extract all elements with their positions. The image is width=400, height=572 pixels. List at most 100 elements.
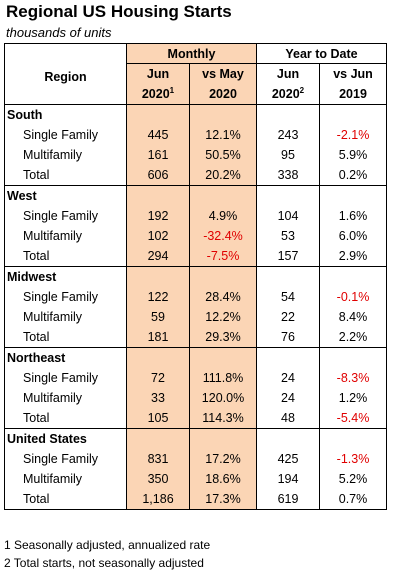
ytd-vs-jun-value: 6.0%	[319, 226, 387, 246]
table-row: Multifamily 59 12.2% 22 8.4%	[4, 307, 387, 327]
section-jun-cell	[126, 185, 190, 206]
monthly-jun-value: 33	[126, 388, 190, 408]
monthly-vs-may-value: 17.3%	[189, 489, 257, 510]
row-label: Total	[4, 165, 127, 186]
footnote-marker-1: 1	[169, 85, 175, 95]
row-label: Single Family	[4, 368, 127, 388]
section-jun-cell	[126, 104, 190, 125]
monthly-vs-may-value: 17.2%	[189, 449, 257, 469]
section-row: Midwest	[4, 266, 387, 287]
footnote-marker-2: 2	[299, 85, 305, 95]
ytd-jun-value: 104	[256, 206, 320, 226]
monthly-vs-may-value: 29.3%	[189, 327, 257, 348]
monthly-vs-may-value: 18.6%	[189, 469, 257, 489]
monthly-vs-may-value: 50.5%	[189, 145, 257, 165]
row-label: Multifamily	[4, 469, 127, 489]
ytd-vs-jun-value: 0.2%	[319, 165, 387, 186]
section-vs-jun-cell	[319, 266, 387, 287]
section-vs-may-cell	[189, 104, 257, 125]
header-blank	[4, 43, 127, 64]
ytd-jun-value: 24	[256, 368, 320, 388]
row-label: Multifamily	[4, 145, 127, 165]
footnote-1: 1 Seasonally adjusted, annualized rate	[4, 538, 211, 552]
table-row: Multifamily 33 120.0% 24 1.2%	[4, 388, 387, 408]
header-jun-year-text: 2020	[141, 87, 170, 101]
section-row: West	[4, 185, 387, 206]
table-row: Total 105 114.3% 48 -5.4%	[4, 408, 387, 429]
ytd-vs-jun-value: 5.2%	[319, 469, 387, 489]
section-jun-cell	[126, 266, 190, 287]
ytd-jun-value: 338	[256, 165, 320, 186]
section-jun-cell	[126, 428, 190, 449]
ytd-vs-jun-value: 0.7%	[319, 489, 387, 510]
section-title: United States	[4, 428, 127, 449]
ytd-vs-jun-value: 5.9%	[319, 145, 387, 165]
row-label: Multifamily	[4, 388, 127, 408]
table-row: Single Family 72 111.8% 24 -8.3%	[4, 368, 387, 388]
monthly-vs-may-value: -32.4%	[189, 226, 257, 246]
footnotes: 1 Seasonally adjusted, annualized rate 2…	[4, 536, 210, 572]
ytd-vs-jun-value: 1.6%	[319, 206, 387, 226]
section-jun-cell	[126, 347, 190, 368]
header-row-top: Region Jun vs May Jun vs Jun	[4, 63, 387, 105]
section-vs-may-cell	[189, 428, 257, 449]
monthly-jun-value: 122	[126, 287, 190, 307]
monthly-jun-value: 831	[126, 449, 190, 469]
monthly-jun-value: 192	[126, 206, 190, 226]
ytd-vs-jun-value: -2.1%	[319, 125, 387, 145]
monthly-jun-value: 445	[126, 125, 190, 145]
monthly-vs-may-value: -7.5%	[189, 246, 257, 267]
section-vs-may-cell	[189, 347, 257, 368]
ytd-vs-jun-value: 2.2%	[319, 327, 387, 348]
table-row: Single Family 192 4.9% 104 1.6%	[4, 206, 387, 226]
monthly-jun-value: 72	[126, 368, 190, 388]
header-vs-jun: vs Jun	[319, 63, 387, 84]
header-vs-jun-year: 2019	[319, 84, 387, 105]
ytd-vs-jun-value: 1.2%	[319, 388, 387, 408]
ytd-jun-value: 24	[256, 388, 320, 408]
row-label: Total	[4, 246, 127, 267]
header-ytd-year-text: 2020	[271, 87, 300, 101]
section-title: West	[4, 185, 127, 206]
header-region: Region	[4, 63, 127, 105]
table-row: Total 1,186 17.3% 619 0.7%	[4, 489, 387, 510]
table-row: Total 294 -7.5% 157 2.9%	[4, 246, 387, 267]
ytd-vs-jun-value: -5.4%	[319, 408, 387, 429]
ytd-jun-value: 425	[256, 449, 320, 469]
section-ytd-cell	[256, 266, 320, 287]
ytd-jun-value: 95	[256, 145, 320, 165]
table-row: Multifamily 161 50.5% 95 5.9%	[4, 145, 387, 165]
section-row: United States	[4, 428, 387, 449]
ytd-jun-value: 48	[256, 408, 320, 429]
header-vs-may-year: 2020	[189, 84, 257, 105]
section-vs-jun-cell	[319, 347, 387, 368]
monthly-vs-may-value: 111.8%	[189, 368, 257, 388]
monthly-vs-may-value: 20.2%	[189, 165, 257, 186]
section-ytd-cell	[256, 428, 320, 449]
monthly-jun-value: 102	[126, 226, 190, 246]
row-label: Multifamily	[4, 226, 127, 246]
section-ytd-cell	[256, 104, 320, 125]
section-row: Northeast	[4, 347, 387, 368]
section-ytd-cell	[256, 185, 320, 206]
monthly-jun-value: 105	[126, 408, 190, 429]
ytd-vs-jun-value: -8.3%	[319, 368, 387, 388]
page-title: Regional US Housing Starts	[6, 2, 232, 21]
monthly-jun-value: 59	[126, 307, 190, 327]
table-row: Multifamily 350 18.6% 194 5.2%	[4, 469, 387, 489]
row-label: Total	[4, 327, 127, 348]
ytd-jun-value: 53	[256, 226, 320, 246]
ytd-jun-value: 76	[256, 327, 320, 348]
section-vs-may-cell	[189, 185, 257, 206]
table-row: Single Family 122 28.4% 54 -0.1%	[4, 287, 387, 307]
table-row: Single Family 445 12.1% 243 -2.1%	[4, 125, 387, 145]
footnote-2: 2 Total starts, not seasonally adjusted	[4, 556, 204, 570]
table-row: Single Family 831 17.2% 425 -1.3%	[4, 449, 387, 469]
row-label: Multifamily	[4, 307, 127, 327]
ytd-jun-value: 243	[256, 125, 320, 145]
row-label: Total	[4, 408, 127, 429]
ytd-jun-value: 54	[256, 287, 320, 307]
header-row-bottom: 20201 2020 20202 2019	[5, 84, 387, 105]
header-vs-may: vs May	[189, 63, 257, 84]
ytd-jun-value: 22	[256, 307, 320, 327]
